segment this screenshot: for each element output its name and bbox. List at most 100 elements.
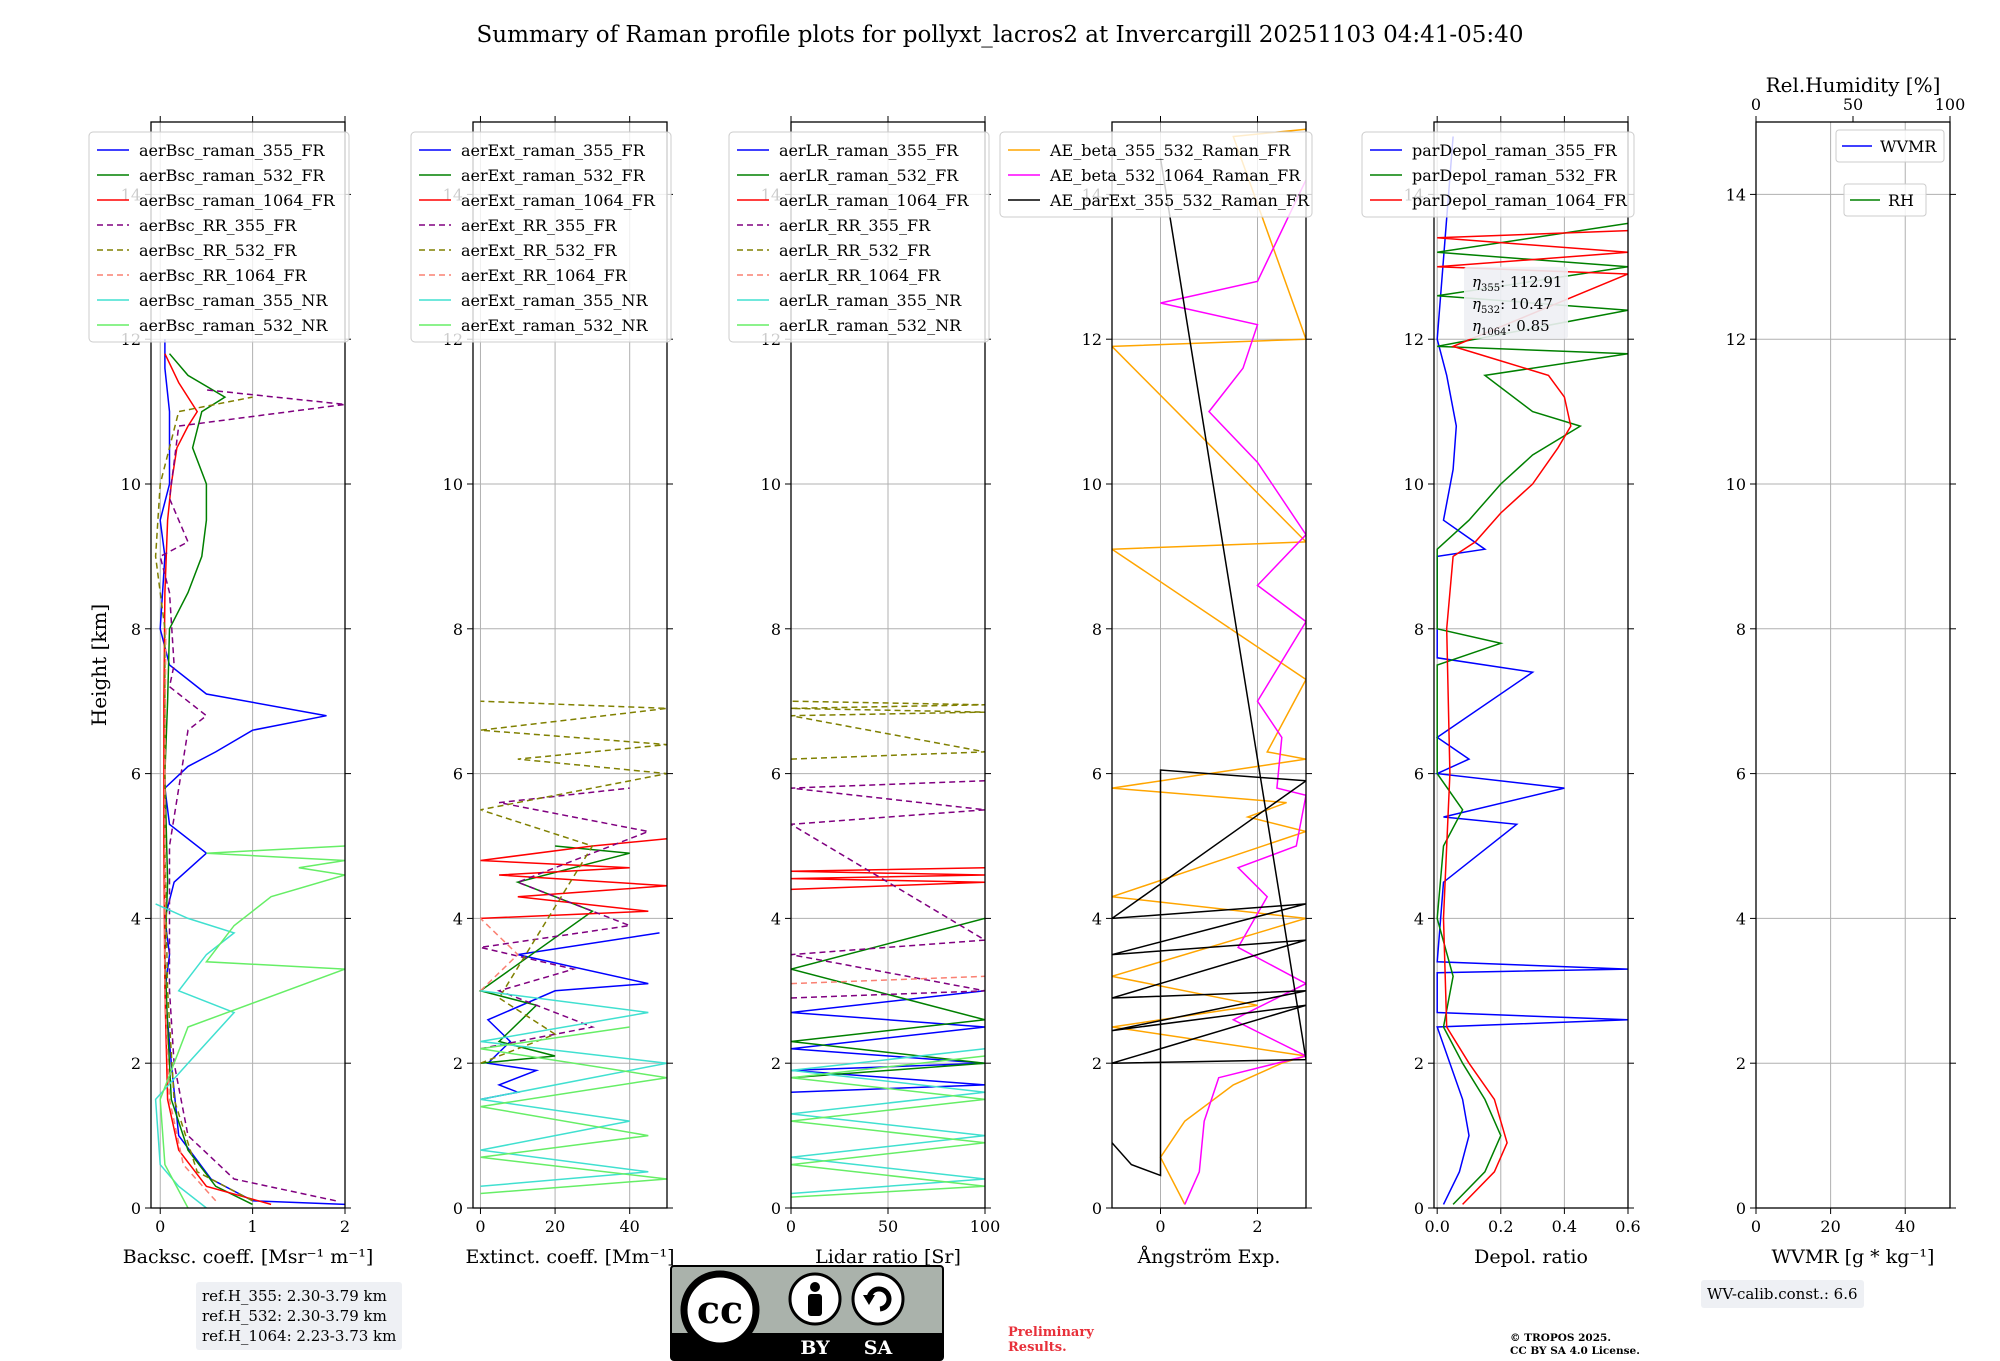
ref-height-1064: ref.H_1064: 2.23-3.73 km — [202, 1327, 397, 1345]
wv-calib-box: WV-calib.const.: 6.6 — [1701, 1280, 1864, 1308]
y-tick-label: 4 — [453, 909, 463, 928]
y-tick-label: 0 — [131, 1199, 141, 1218]
x-tick-label: 0.0 — [1424, 1217, 1449, 1236]
x-tick-label: 20 — [545, 1217, 565, 1236]
series-line-aerLR_raman_532_FR — [791, 917, 985, 1079]
y-tick-label: 4 — [1092, 909, 1102, 928]
y-tick-label: 0 — [453, 1199, 463, 1218]
legend-label: AE_parExt_355_532_Raman_FR — [1049, 191, 1310, 210]
y-axis-label: Height [km] — [87, 604, 111, 726]
legend-label: parDepol_raman_355_FR — [1412, 141, 1618, 160]
legend-box — [728, 131, 990, 343]
series-line-AE_parExt_355_532_Raman_FR — [1112, 158, 1306, 1177]
y-tick-label: 12 — [1082, 330, 1102, 349]
x-tick-label: 20 — [1820, 1217, 1840, 1236]
y-tick-label: 6 — [131, 765, 141, 784]
series-line-AE_beta_355_532_Raman_FR — [1112, 128, 1306, 1205]
legend-label: aerLR_raman_355_NR — [779, 291, 962, 310]
y-tick-label: 2 — [1736, 1054, 1746, 1073]
y-tick-label: 10 — [121, 475, 141, 494]
y-tick-label: 2 — [1414, 1054, 1424, 1073]
legend-box — [88, 131, 350, 343]
x-tick-label: 100 — [970, 1217, 1001, 1236]
ref-height-355: ref.H_355: 2.30-3.79 km — [202, 1287, 387, 1305]
legend-label: AE_beta_355_532_Raman_FR — [1049, 141, 1291, 160]
series-line-aerBsc_RR_532_FR — [154, 396, 253, 1202]
y-tick-label: 0 — [1414, 1199, 1424, 1218]
preliminary-note: Preliminary Results. — [1008, 1325, 1094, 1355]
y-tick-label: 2 — [453, 1054, 463, 1073]
y-tick-label: 8 — [453, 620, 463, 639]
x-tick-label: 2 — [1252, 1217, 1262, 1236]
y-tick-label: 4 — [1736, 909, 1746, 928]
legend-label: aerExt_raman_355_FR — [461, 141, 646, 160]
y-tick-label: 6 — [771, 765, 781, 784]
y-tick-label: 6 — [453, 765, 463, 784]
legend-label: aerExt_RR_532_FR — [461, 241, 618, 260]
series-line-aerLR_raman_532_NR — [791, 1055, 985, 1198]
legend-label: aerExt_RR_1064_FR — [461, 266, 628, 285]
x-axis-label: Ångström Exp. — [1137, 1246, 1281, 1268]
legend-label: aerBsc_RR_532_FR — [139, 241, 297, 260]
y-tick-label: 2 — [771, 1054, 781, 1073]
legend-box — [1843, 183, 1927, 217]
series-line-parDepol_raman_355_FR — [1434, 136, 1628, 1205]
x-tick-label: 0.2 — [1488, 1217, 1513, 1236]
y-tick-label: 6 — [1092, 765, 1102, 784]
legend-label: WVMR — [1880, 137, 1937, 156]
x-axis-label: WVMR [g * kg⁻¹] — [1772, 1246, 1935, 1268]
series-line-aerLR_RR_1064_FR — [791, 975, 985, 985]
legend-label: aerLR_RR_355_FR — [779, 216, 931, 235]
legend-label: aerExt_RR_355_FR — [461, 216, 618, 235]
legend-label: aerExt_raman_355_NR — [461, 291, 649, 310]
sa-share-icon — [851, 1272, 905, 1326]
series-line-aerExt_raman_355_NR — [480, 990, 667, 1188]
copyright-note: © TROPOS 2025. CC BY SA 4.0 License. — [1510, 1332, 1640, 1358]
y-tick-label: 0 — [1092, 1199, 1102, 1218]
series-line-aerBsc_RR_1064_FR — [164, 628, 217, 1202]
top-x-tick-label: 50 — [1843, 95, 1863, 114]
y-tick-label: 10 — [1082, 475, 1102, 494]
legend-label: AE_beta_532_1064_Raman_FR — [1049, 166, 1301, 185]
series-line-parDepol_raman_1064_FR — [1437, 229, 1628, 1205]
y-tick-label: 6 — [1736, 765, 1746, 784]
preliminary-line-1: Preliminary — [1008, 1325, 1094, 1340]
x-tick-label: 40 — [1895, 1217, 1915, 1236]
legend-label: aerBsc_raman_532_FR — [139, 166, 325, 185]
eta-1064-label: η1064: 0.85 — [1472, 317, 1550, 338]
legend-label: aerLR_RR_1064_FR — [779, 266, 941, 285]
legend-label: aerLR_RR_532_FR — [779, 241, 931, 260]
figure-title: Summary of Raman profile plots for polly… — [476, 22, 1524, 48]
series-line-aerBsc_raman_1064_FR — [163, 353, 272, 1206]
y-tick-label: 2 — [131, 1054, 141, 1073]
series-line-aerExt_RR_1064_FR — [479, 917, 519, 992]
y-tick-label: 4 — [131, 909, 141, 928]
by-label: BY — [800, 1337, 830, 1359]
axes-frame — [1433, 121, 1629, 1209]
legend-label: aerLR_raman_355_FR — [779, 141, 959, 160]
y-tick-label: 14 — [1726, 185, 1746, 204]
eta-annotation-box — [1464, 266, 1568, 339]
x-tick-label: 50 — [878, 1217, 898, 1236]
legend-label: aerBsc_raman_355_FR — [139, 141, 325, 160]
legend-label: aerLR_raman_532_FR — [779, 166, 959, 185]
series-line-aerLR_raman_1064_FR — [791, 866, 985, 891]
x-axis-label: Backsc. coeff. [Msr⁻¹ m⁻¹] — [123, 1246, 374, 1268]
legend-box — [999, 131, 1313, 218]
legend-label: aerBsc_raman_1064_FR — [139, 191, 336, 210]
axes-frame — [1755, 121, 1951, 1209]
ref-height-532: ref.H_532: 2.30-3.79 km — [202, 1307, 387, 1325]
series-line-aerExt_raman_355_FR — [480, 932, 660, 1101]
y-tick-label: 8 — [1736, 620, 1746, 639]
x-tick-label: 0 — [1751, 1217, 1761, 1236]
x-axis-label: Lidar ratio [Sr] — [815, 1246, 961, 1268]
y-tick-label: 12 — [1726, 330, 1746, 349]
preliminary-line-2: Results. — [1008, 1340, 1067, 1355]
y-tick-label: 10 — [1726, 475, 1746, 494]
x-tick-label: 0 — [155, 1217, 165, 1236]
y-tick-label: 10 — [761, 475, 781, 494]
